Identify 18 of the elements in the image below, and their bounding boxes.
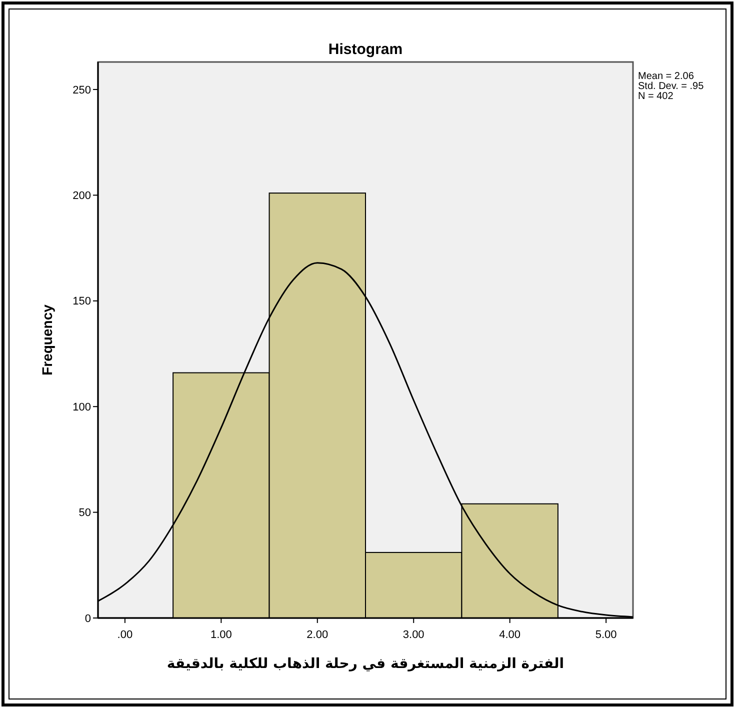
text: N = 402	[638, 91, 674, 102]
chart-title: Histogram	[328, 41, 403, 58]
x-axis-title: الفترة الزمنية المستغرقة في رحلة الذهاب للكلية بالدقيقة	[166, 656, 564, 672]
y-tick-label: 250	[72, 84, 91, 96]
text: Mean = 2.06	[638, 71, 694, 82]
x-tick-label: 1.00	[210, 629, 232, 641]
x-tick-label: 2.00	[306, 629, 328, 641]
x-tick-label: 3.00	[402, 629, 424, 641]
y-tick-label: 50	[78, 507, 91, 520]
x-tick-label: 5.00	[595, 629, 617, 641]
y-axis-title: Frequency	[39, 304, 55, 376]
text: Std. Dev. = .95	[638, 81, 704, 92]
x-tick-label: 4.00	[499, 629, 521, 641]
y-tick-label: 0	[84, 612, 91, 625]
y-tick-label: 200	[72, 190, 91, 202]
y-tick-label: 150	[72, 296, 91, 308]
x-tick-label: .00	[117, 629, 133, 641]
y-tick-label: 100	[72, 401, 91, 414]
